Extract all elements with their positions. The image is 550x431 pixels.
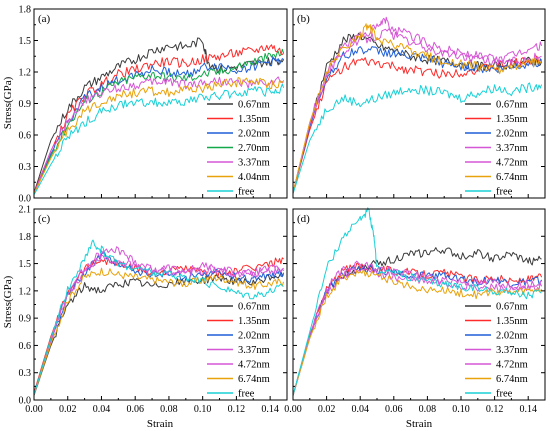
legend-label-1.35nm: 1.35nm: [496, 114, 528, 125]
x-tick-label: 0.12: [486, 404, 504, 415]
legend-label-6.74nm: 6.74nm: [496, 374, 528, 385]
panel-3: 0.00 0.02 0.04 0.06 0.08 0.10 0.12 0.14 0.0 0.3 0.…: [19, 205, 288, 415]
series-line-free: [33, 83, 285, 196]
legend-label-0.67nm: 0.67nm: [496, 100, 528, 111]
x-tick-label: 0.10: [452, 404, 470, 415]
series-line-1.35nm: [33, 44, 284, 193]
y-tick-label: 1.2: [19, 286, 32, 297]
legend-label-3.37nm: 3.37nm: [238, 345, 270, 356]
y-tick-label: 0.0: [19, 194, 32, 205]
legend-label-1.35nm: 1.35nm: [238, 114, 270, 125]
legend-label-4.72nm: 4.72nm: [238, 360, 270, 371]
legend-label-2.02nm: 2.02nm: [496, 331, 528, 342]
series-line-0.67nm: [33, 270, 284, 396]
series-line-4.04nm: [33, 77, 284, 195]
legend-label-1.35nm: 1.35nm: [496, 316, 528, 327]
panel-1: 0.0 0.3 0.6 0.9 1.2 1.5 1.8 (a) 0.67nm 1.35nm 2.02…: [19, 5, 288, 205]
y-tick-label: 2.1: [19, 205, 32, 216]
legend-label-2.02nm: 2.02nm: [496, 129, 528, 140]
y-tick-label: 1.8: [19, 232, 32, 243]
legend-label-6.74nm: 6.74nm: [238, 374, 270, 385]
series-line-free: [292, 207, 542, 396]
y-tick-label: 1.5: [19, 259, 32, 270]
series-line-free: [33, 239, 284, 395]
y-tick-label: 1.5: [19, 36, 32, 47]
y-tick-label: 0.0: [19, 396, 32, 407]
legend-label-4.04nm: 4.04nm: [238, 172, 270, 183]
x-axis-title-left: Strain: [147, 418, 174, 430]
x-tick-label: 0.00: [25, 404, 43, 415]
x-tick-label: 0.02: [318, 404, 336, 415]
y-tick-label: 0.9: [19, 99, 32, 110]
x-tick-label: 0.08: [160, 404, 178, 415]
series-line-4.72nm: [292, 267, 543, 396]
panel-label: (d): [297, 213, 310, 225]
x-tick-label: 0.04: [351, 404, 369, 415]
series-line-3.37nm: [33, 76, 285, 194]
legend-label-3.37nm: 3.37nm: [496, 345, 528, 356]
legend-label-2.02nm: 2.02nm: [238, 331, 270, 342]
legend-label-4.72nm: 4.72nm: [496, 360, 528, 371]
series-line-3.37nm: [292, 260, 542, 396]
x-tick-label: 0.02: [59, 404, 77, 415]
y-tick-label: 0.6: [19, 341, 32, 352]
legend-label-free: free: [496, 187, 513, 198]
legend-label-free: free: [496, 389, 513, 400]
x-tick-label: 0.04: [93, 404, 111, 415]
series-line-1.35nm: [292, 55, 542, 193]
legend-label-3.37nm: 3.37nm: [496, 143, 528, 154]
y-tick-label: 0.9: [19, 314, 32, 325]
x-tick-label: 0.00: [284, 404, 302, 415]
panel-label: (b): [297, 13, 310, 25]
panel-label: (c): [38, 213, 51, 225]
x-tick-label: 0.14: [261, 404, 279, 415]
legend-label-6.74nm: 6.74nm: [496, 172, 528, 183]
legend-label-2.70nm: 2.70nm: [238, 143, 270, 154]
x-tick-label: 0.08: [419, 404, 437, 415]
legend-label-2.02nm: 2.02nm: [238, 129, 270, 140]
series-line-free: [292, 82, 543, 194]
y-axis-title-top: Stress(GPa): [2, 76, 14, 129]
series-line-4.72nm: [33, 246, 285, 395]
x-tick-label: 0.10: [194, 404, 212, 415]
x-tick-label: 0.06: [126, 404, 144, 415]
series-line-2.02nm: [33, 56, 284, 194]
legend-label-0.67nm: 0.67nm: [238, 302, 270, 313]
legend-label-4.72nm: 4.72nm: [496, 158, 528, 169]
x-tick-label: 0.06: [385, 404, 403, 415]
series-line-6.74nm: [292, 269, 543, 396]
panel-label: (a): [38, 13, 51, 25]
legend-label-0.67nm: 0.67nm: [496, 302, 528, 313]
legend-label-free: free: [238, 187, 255, 198]
series-line-0.67nm: [33, 37, 285, 193]
x-axis-title-right: Strain: [406, 418, 433, 430]
y-tick-label: 0.3: [19, 368, 32, 379]
y-tick-label: 1.2: [19, 68, 32, 79]
series-line-6.74nm: [33, 267, 285, 395]
series-line-6.74nm: [292, 23, 542, 193]
panel-4: 0.00 0.02 0.04 0.06 0.08 0.10 0.12 0.14 (d) 0.67n…: [284, 207, 546, 415]
y-tick-label: 1.8: [19, 5, 32, 16]
y-axis-title-bottom: Stress(GPa): [2, 275, 14, 328]
x-tick-label: 0.12: [228, 404, 246, 415]
y-tick-label: 0.6: [19, 131, 32, 142]
legend-label-3.37nm: 3.37nm: [238, 158, 270, 169]
x-tick-label: 0.14: [519, 404, 537, 415]
panel-2: (b) 0.67nm 1.35nm 2.02nm 3.37nm 4.72nm 6.74nm f…: [292, 8, 546, 199]
legend-label-free: free: [238, 389, 255, 400]
legend-label-0.67nm: 0.67nm: [238, 100, 270, 111]
y-tick-label: 0.3: [19, 162, 32, 173]
series-line-2.70nm: [33, 48, 285, 195]
legend-label-1.35nm: 1.35nm: [238, 316, 270, 327]
